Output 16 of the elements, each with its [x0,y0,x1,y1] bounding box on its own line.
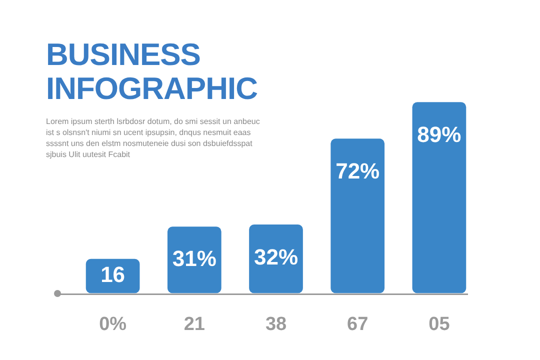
chart-title: BUSINESS INFOGRAPHIC [46,37,258,106]
x-tick-label: 38 [265,314,287,335]
bar [412,102,466,294]
x-tick-label: 67 [347,314,368,335]
data-label: 16 [100,262,126,288]
data-label: 89% [417,122,462,148]
data-label: 32% [254,244,298,270]
x-tick-label: 0% [99,314,127,335]
bar [330,138,385,294]
x-tick-label: 21 [184,314,206,335]
bar [249,224,303,294]
data-label: 72% [336,158,380,184]
x-tick-label: 05 [428,314,450,335]
annotation: Lorem ipsum sterth lsrbdosr dotum, do smi sessit un anbeuc ist s olsnsn't niumi sn ucent ipsupsin, dnqus nesmuit eaas ssssnt uns den elstm nosmuteneie dusi son dsbuiefdsspat sjbuis Ulit uutesit Fcabit [46,116,261,160]
bar [167,226,222,294]
data-label: 31% [172,246,216,271]
